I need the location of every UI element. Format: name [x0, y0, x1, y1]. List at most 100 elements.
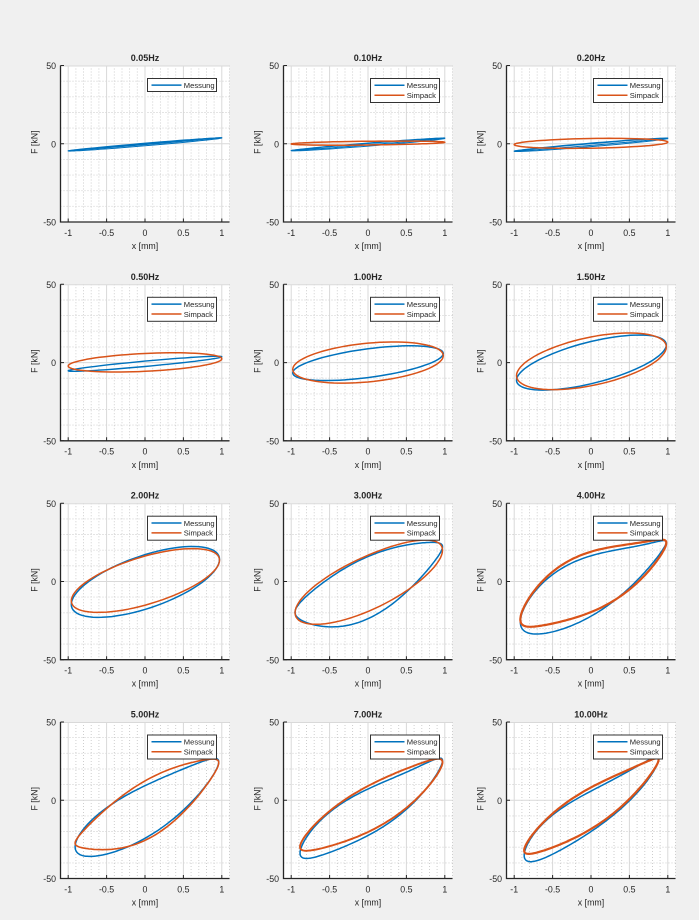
svg-text:-0.5: -0.5 [322, 228, 337, 238]
svg-text:F [kN]: F [kN] [476, 349, 486, 372]
svg-text:0: 0 [51, 139, 56, 149]
svg-text:50: 50 [46, 61, 56, 71]
svg-text:F [kN]: F [kN] [476, 130, 486, 153]
svg-text:-1: -1 [510, 447, 518, 457]
svg-text:5.00Hz: 5.00Hz [131, 710, 160, 720]
svg-text:Messung: Messung [407, 519, 438, 528]
svg-text:1: 1 [442, 228, 447, 238]
svg-text:0: 0 [143, 447, 148, 457]
svg-text:-0.5: -0.5 [545, 447, 560, 457]
svg-text:1: 1 [219, 666, 224, 676]
svg-text:-1: -1 [64, 228, 72, 238]
svg-text:Messung: Messung [630, 519, 661, 528]
svg-text:-0.5: -0.5 [545, 228, 560, 238]
svg-text:50: 50 [46, 499, 56, 509]
svg-text:0.5: 0.5 [400, 666, 412, 676]
svg-text:Simpack: Simpack [630, 748, 659, 757]
svg-text:-50: -50 [43, 218, 56, 228]
svg-text:x [mm]: x [mm] [355, 898, 381, 908]
svg-text:Messung: Messung [407, 81, 438, 90]
svg-text:0.5: 0.5 [623, 447, 635, 457]
svg-text:0: 0 [497, 796, 502, 806]
svg-text:x [mm]: x [mm] [355, 460, 381, 470]
svg-text:1.50Hz: 1.50Hz [577, 272, 606, 282]
svg-text:0.50Hz: 0.50Hz [131, 272, 160, 282]
svg-text:x [mm]: x [mm] [578, 460, 604, 470]
svg-text:x [mm]: x [mm] [355, 679, 381, 689]
svg-text:0: 0 [51, 796, 56, 806]
svg-text:0: 0 [366, 884, 371, 894]
svg-text:0: 0 [366, 666, 371, 676]
svg-text:1: 1 [665, 884, 670, 894]
svg-text:-50: -50 [266, 874, 279, 884]
svg-text:-50: -50 [489, 874, 502, 884]
svg-text:x [mm]: x [mm] [132, 241, 158, 251]
svg-text:50: 50 [269, 280, 279, 290]
svg-text:0.5: 0.5 [177, 228, 189, 238]
svg-text:-0.5: -0.5 [545, 884, 560, 894]
svg-text:50: 50 [269, 718, 279, 728]
svg-text:0: 0 [497, 139, 502, 149]
svg-text:0.5: 0.5 [623, 666, 635, 676]
svg-text:F [kN]: F [kN] [253, 130, 263, 153]
svg-text:0: 0 [143, 666, 148, 676]
svg-text:F [kN]: F [kN] [476, 568, 486, 591]
svg-text:-50: -50 [266, 655, 279, 665]
svg-text:0: 0 [51, 577, 56, 587]
svg-text:1: 1 [442, 666, 447, 676]
svg-text:1: 1 [665, 447, 670, 457]
svg-text:F [kN]: F [kN] [253, 568, 263, 591]
svg-text:1: 1 [665, 666, 670, 676]
svg-text:x [mm]: x [mm] [578, 241, 604, 251]
svg-text:Messung: Messung [184, 519, 215, 528]
svg-text:0: 0 [274, 139, 279, 149]
svg-text:1: 1 [665, 228, 670, 238]
svg-text:0: 0 [143, 228, 148, 238]
svg-text:Simpack: Simpack [184, 310, 213, 319]
svg-text:-0.5: -0.5 [322, 666, 337, 676]
svg-text:Simpack: Simpack [407, 748, 436, 757]
svg-text:0.5: 0.5 [400, 884, 412, 894]
svg-text:Simpack: Simpack [407, 529, 436, 538]
svg-text:Simpack: Simpack [407, 310, 436, 319]
svg-text:7.00Hz: 7.00Hz [354, 710, 383, 720]
svg-text:F [kN]: F [kN] [30, 130, 40, 153]
svg-text:-0.5: -0.5 [322, 447, 337, 457]
svg-text:3.00Hz: 3.00Hz [354, 491, 383, 501]
svg-text:Messung: Messung [407, 738, 438, 747]
svg-text:0: 0 [274, 577, 279, 587]
svg-text:0.5: 0.5 [623, 228, 635, 238]
svg-text:Messung: Messung [184, 81, 215, 90]
svg-text:1: 1 [442, 447, 447, 457]
svg-text:50: 50 [46, 280, 56, 290]
svg-text:Simpack: Simpack [407, 91, 436, 100]
svg-text:0.5: 0.5 [177, 447, 189, 457]
svg-text:Messung: Messung [184, 300, 215, 309]
svg-text:0: 0 [274, 358, 279, 368]
svg-text:50: 50 [492, 718, 502, 728]
svg-text:50: 50 [492, 499, 502, 509]
svg-text:0.5: 0.5 [400, 447, 412, 457]
svg-text:F [kN]: F [kN] [30, 787, 40, 810]
svg-text:Messung: Messung [630, 81, 661, 90]
svg-text:-1: -1 [510, 666, 518, 676]
svg-text:-50: -50 [489, 655, 502, 665]
svg-text:0: 0 [366, 228, 371, 238]
svg-text:0.5: 0.5 [177, 884, 189, 894]
svg-text:-50: -50 [43, 874, 56, 884]
svg-text:0: 0 [589, 447, 594, 457]
svg-text:0: 0 [497, 577, 502, 587]
svg-text:F [kN]: F [kN] [30, 568, 40, 591]
svg-text:50: 50 [269, 61, 279, 71]
svg-text:Simpack: Simpack [630, 529, 659, 538]
svg-text:-1: -1 [510, 884, 518, 894]
svg-text:0: 0 [143, 884, 148, 894]
svg-text:1.00Hz: 1.00Hz [354, 272, 383, 282]
svg-text:Simpack: Simpack [184, 529, 213, 538]
svg-text:-1: -1 [287, 666, 295, 676]
svg-text:x [mm]: x [mm] [132, 679, 158, 689]
svg-text:-1: -1 [510, 228, 518, 238]
svg-text:F [kN]: F [kN] [253, 787, 263, 810]
svg-text:0: 0 [51, 358, 56, 368]
svg-text:50: 50 [492, 280, 502, 290]
